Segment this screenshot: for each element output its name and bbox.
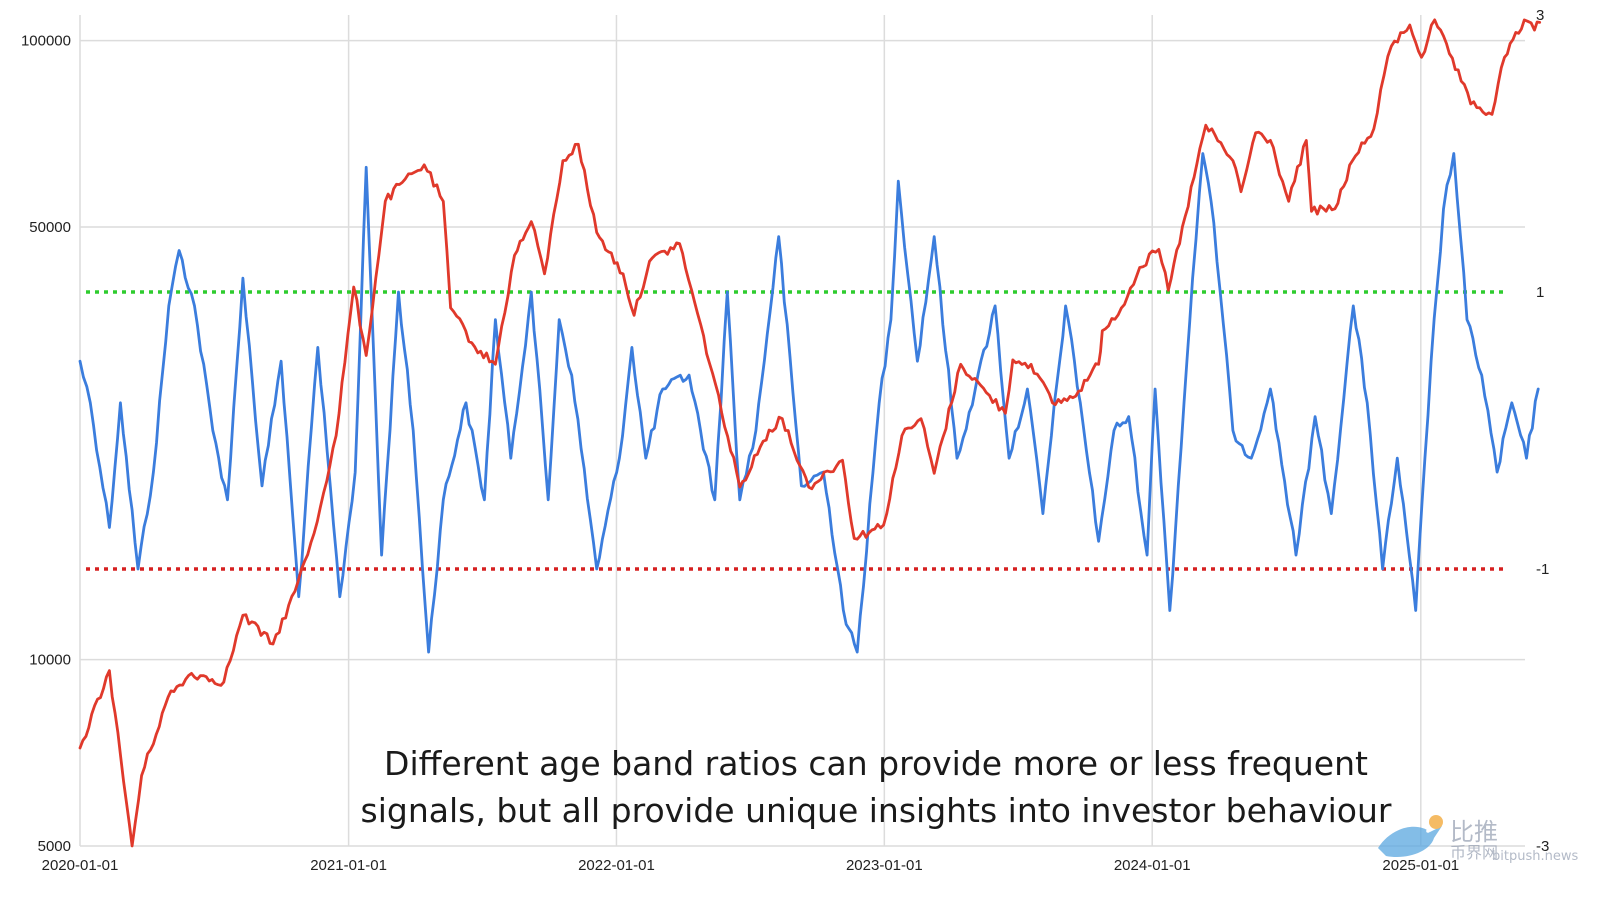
caption-line-1: Different age band ratios can provide mo… [384, 744, 1368, 783]
x-tick-label: 2024-01-01 [1114, 857, 1191, 874]
x-tick-label: 2020-01-01 [42, 857, 119, 874]
bitcoin-coin-icon [1429, 815, 1443, 829]
y-right-tick-label: -3 [1536, 838, 1549, 855]
x-tick-label: 2021-01-01 [310, 857, 387, 874]
y-left-tick-label: 5000 [38, 838, 71, 855]
y-right-tick-label: 3 [1536, 7, 1544, 24]
grid-lines [79, 15, 1525, 847]
bird-icon [1378, 826, 1442, 858]
y-left-tick-label: 100000 [21, 33, 71, 50]
y-left-tick-label: 10000 [29, 652, 71, 669]
watermark-subtitle: 币界网 [1450, 843, 1498, 862]
x-tick-label: 2023-01-01 [846, 857, 923, 874]
caption-line-2: signals, but all provide unique insights… [361, 791, 1392, 830]
x-tick-label: 2025-01-01 [1382, 857, 1459, 874]
series-lines [78, 18, 1542, 848]
bitpush-watermark: 比推 币界网 bitpush.news [1378, 815, 1578, 864]
chart-caption: Different age band ratios can provide mo… [361, 744, 1392, 830]
y-left-tick-label: 50000 [29, 219, 71, 236]
y-right-tick-label: -1 [1536, 561, 1549, 578]
y-right-tick-label: 1 [1536, 284, 1544, 301]
x-tick-label: 2022-01-01 [578, 857, 655, 874]
watermark-title: 比推 [1450, 818, 1498, 846]
watermark-url: bitpush.news [1492, 849, 1578, 864]
axis-ticks: 2020-01-01 2021-01-01 2022-01-01 2023-01-01… [21, 7, 1549, 874]
reference-lines [86, 290, 1503, 571]
price-series-line [78, 18, 1542, 848]
